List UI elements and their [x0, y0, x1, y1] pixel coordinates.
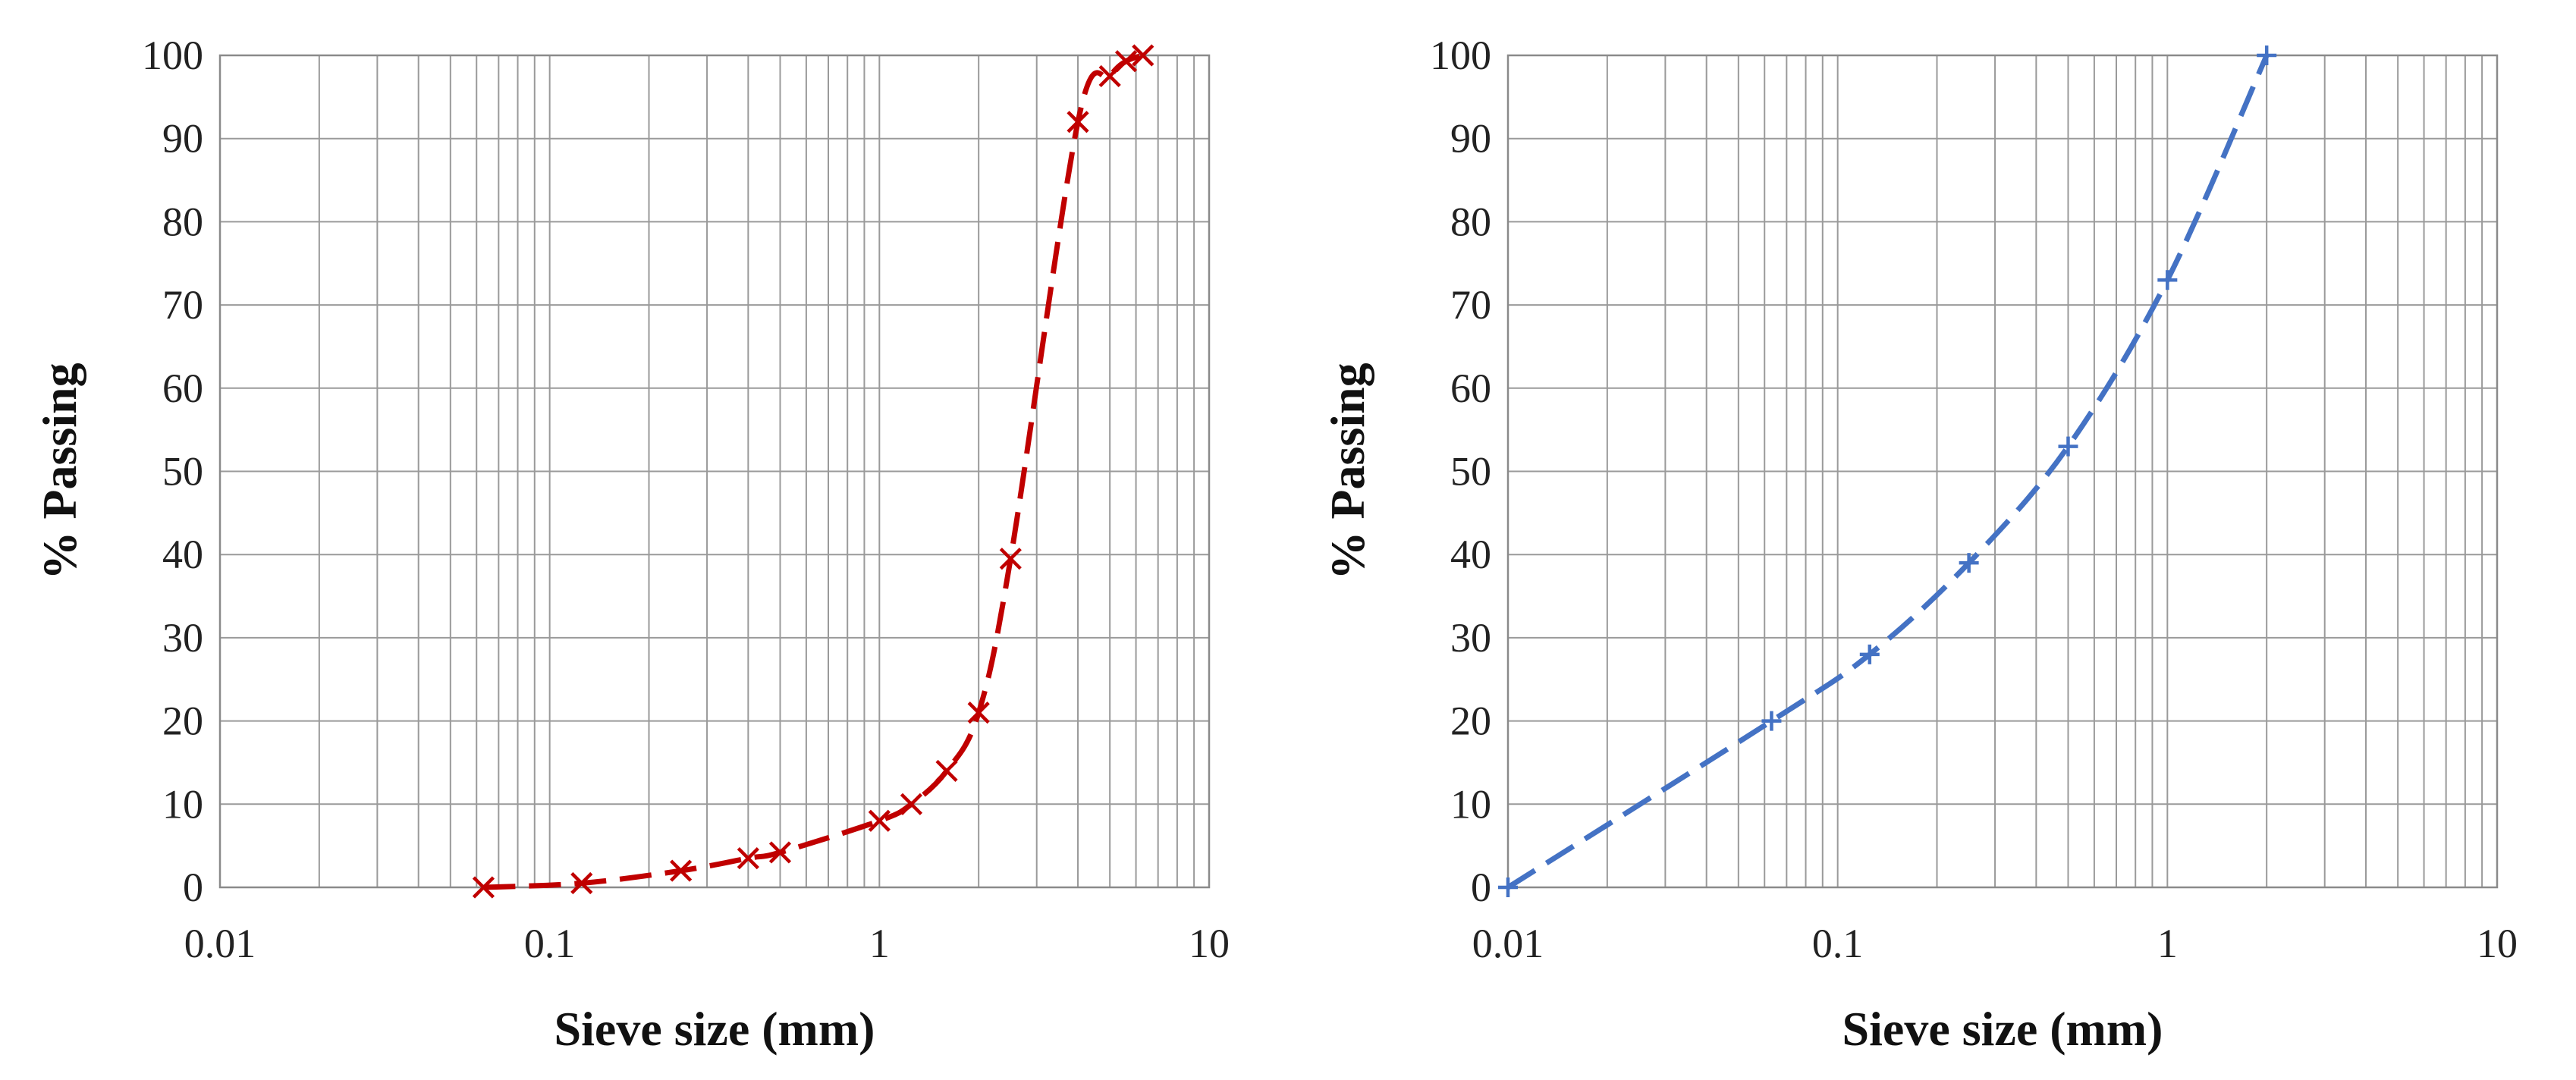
data-point-marker: [2058, 436, 2078, 457]
x-tick-label: 1: [2157, 921, 2178, 966]
data-point-marker: [935, 759, 958, 783]
data-point-marker: [472, 876, 495, 899]
data-point-marker: [900, 793, 923, 815]
data-point-marker: [1498, 878, 1518, 897]
y-tick-label: 0: [183, 865, 203, 910]
y-tick-label: 80: [1450, 199, 1491, 244]
data-point-marker: [999, 548, 1022, 570]
data-point-marker: [570, 871, 593, 895]
y-tick-label: 70: [1450, 282, 1491, 328]
plot-area-frame: [1506, 54, 2499, 889]
grading-chart-right: 0 10 20 30 40 50 60 70 80 90 100 0.01 0.1 1 10 Sieve si…: [1321, 33, 2518, 1056]
x-tick-label: 0.1: [1812, 921, 1864, 966]
data-point-marker: [868, 809, 891, 832]
y-tick-label: 10: [162, 781, 203, 827]
y-tick-label: 10: [1450, 781, 1491, 827]
y-tick-label: 90: [162, 116, 203, 162]
data-point-marker: [1114, 50, 1138, 73]
plot-area-frame: [218, 54, 1211, 889]
y-tick-label: 20: [162, 699, 203, 744]
y-tick-label: 80: [162, 199, 203, 244]
data-point-marker: [1959, 553, 1979, 573]
y-tick-label: 90: [1450, 116, 1491, 162]
y-tick-label: 100: [1430, 33, 1491, 78]
data-point-marker: [1132, 44, 1154, 67]
data-point-marker: [2257, 46, 2277, 65]
y-tick-label: 20: [1450, 699, 1491, 744]
data-point-marker: [737, 847, 759, 870]
x-tick-label: 0.1: [524, 921, 576, 966]
y-tick-label: 40: [1450, 532, 1491, 577]
y-tick-label: 60: [162, 366, 203, 411]
x-axis-title: Sieve size (mm): [554, 1002, 875, 1056]
y-axis-title: % Passing: [1321, 363, 1374, 579]
y-tick-label: 50: [1450, 449, 1491, 494]
y-tick-label: 30: [162, 615, 203, 661]
grading-chart-left: 0 10 20 30 40 50 60 70 80 90 100 0.01 0.1 1 10 Sieve si…: [33, 33, 1230, 1056]
data-point-marker: [1761, 711, 1782, 731]
data-point-marker: [1859, 644, 1880, 664]
x-axis-title: Sieve size (mm): [1842, 1002, 2163, 1056]
x-tick-label: 0.01: [184, 921, 256, 966]
y-tick-label: 30: [1450, 615, 1491, 661]
data-point-marker: [1067, 111, 1089, 133]
data-point-marker: [2157, 270, 2178, 290]
y-tick-label: 70: [162, 282, 203, 328]
x-tick-label: 1: [869, 921, 890, 966]
data-point-marker: [670, 859, 693, 882]
y-tick-label: 40: [162, 532, 203, 577]
y-tick-label: 60: [1450, 366, 1491, 411]
grid: [220, 55, 1209, 887]
y-tick-label: 0: [1471, 865, 1491, 910]
grid: [1508, 55, 2497, 887]
data-point-marker: [768, 841, 792, 864]
y-tick-label: 100: [142, 33, 203, 78]
x-tick-label: 10: [1189, 921, 1230, 966]
x-tick-label: 0.01: [1472, 921, 1544, 966]
x-tick-label: 10: [2477, 921, 2518, 966]
y-tick-label: 50: [162, 449, 203, 494]
y-axis-title: % Passing: [33, 363, 86, 579]
data-point-marker: [967, 702, 990, 724]
